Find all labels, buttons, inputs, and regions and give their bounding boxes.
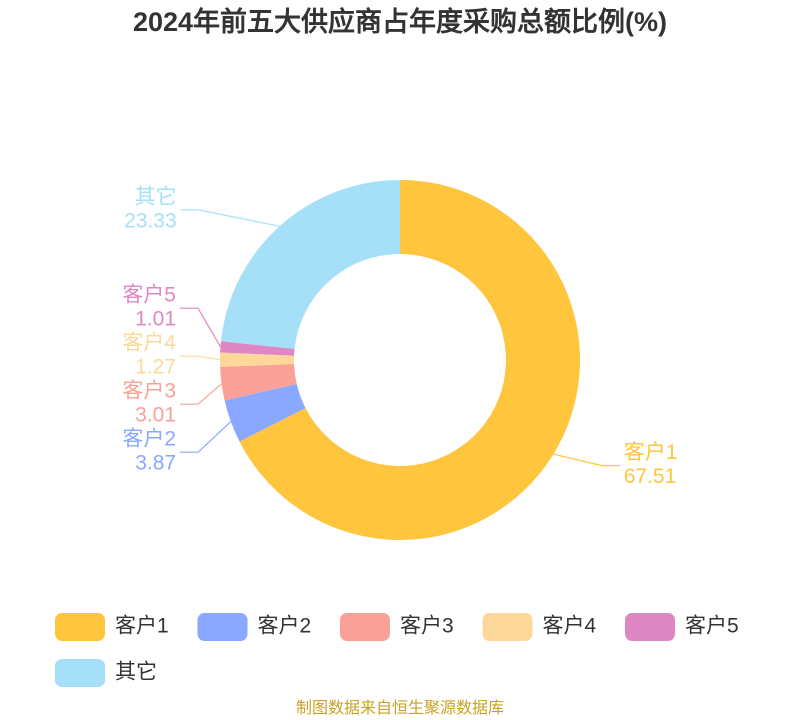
donut-slice (220, 341, 295, 356)
slice-value: 3.01 (135, 404, 176, 427)
chart-title: 2024年前五大供应商占年度采购总额比例(%) (133, 6, 667, 37)
donut-slice (224, 383, 306, 442)
slice-label: 其它 (135, 185, 177, 208)
donut-slice (220, 352, 295, 367)
donut-slice (239, 180, 580, 540)
legend-swatch (55, 659, 105, 687)
donut-slice (220, 364, 297, 401)
legend-swatch (340, 613, 390, 641)
slice-label: 客户2 (122, 428, 176, 451)
legend-swatch (625, 613, 675, 641)
slice-label: 客户4 (122, 332, 176, 355)
slice-value: 1.01 (135, 308, 176, 331)
legend-swatch (482, 613, 533, 641)
source-note: 制图数据来自恒生聚源数据库 (296, 699, 504, 717)
legend-label: 客户2 (258, 615, 312, 638)
leader-line (553, 453, 620, 467)
slice-label: 客户1 (624, 441, 678, 464)
leader-line (180, 383, 222, 405)
legend-label: 其它 (115, 661, 157, 684)
slice-value: 1.27 (135, 356, 176, 379)
legend-label: 客户4 (543, 615, 597, 638)
legend-label: 客户3 (400, 615, 454, 638)
leader-line (180, 355, 221, 361)
leader-line (180, 421, 232, 453)
legend-label: 客户1 (115, 615, 169, 638)
legend-label: 客户5 (685, 615, 739, 638)
slice-value: 23.33 (124, 209, 177, 232)
slice-label: 客户5 (122, 284, 176, 307)
leader-line (180, 307, 222, 348)
slice-value: 3.87 (135, 452, 176, 475)
donut-slice (220, 180, 400, 349)
slice-value: 67.51 (624, 465, 677, 488)
leader-line (180, 209, 280, 227)
slice-label: 客户3 (122, 380, 176, 403)
legend-swatch (55, 613, 105, 641)
legend-swatch (197, 613, 248, 641)
